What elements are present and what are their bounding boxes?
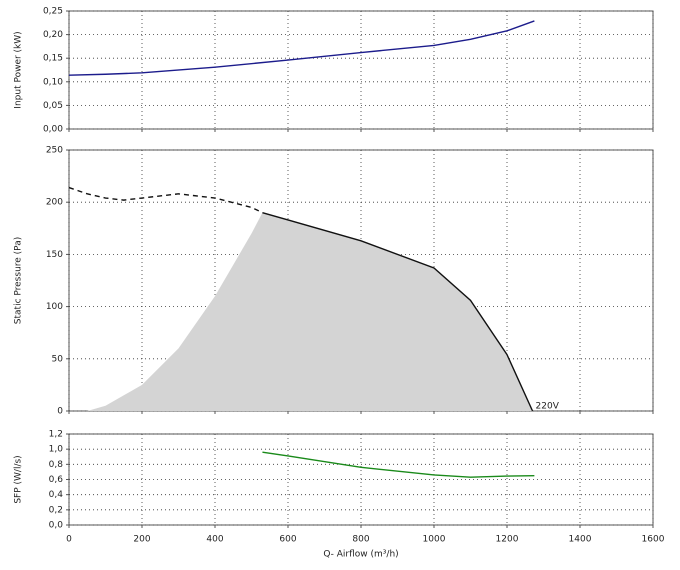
x-axis-label: Q- Airflow (m³/h) bbox=[323, 550, 398, 560]
y-tick-label: 50 bbox=[52, 354, 64, 364]
x-tick-label: 0 bbox=[66, 535, 72, 545]
y-tick-label: 0 bbox=[57, 407, 63, 417]
y-tick-label: 0,6 bbox=[49, 475, 64, 485]
y-tick-label: 0,05 bbox=[43, 101, 63, 111]
x-tick-label: 1200 bbox=[496, 535, 519, 545]
y-axis-label: Static Pressure (Pa) bbox=[14, 237, 24, 324]
x-tick-label: 1600 bbox=[642, 535, 665, 545]
x-tick-label: 1000 bbox=[423, 535, 446, 545]
series-line bbox=[68, 20, 535, 76]
y-tick-label: 0,4 bbox=[49, 490, 64, 500]
y-tick-label: 1,0 bbox=[49, 445, 64, 455]
y-tick-label: 0,25 bbox=[43, 7, 63, 17]
y-axis-label: SFP (W/l/s) bbox=[14, 455, 24, 503]
x-tick-label: 400 bbox=[206, 535, 223, 545]
y-axis-label: Input Power (kW) bbox=[14, 31, 24, 108]
y-tick-label: 0,20 bbox=[43, 30, 63, 40]
x-tick-label: 1400 bbox=[569, 535, 592, 545]
y-tick-label: 0,2 bbox=[49, 505, 63, 515]
x-tick-label: 800 bbox=[352, 535, 369, 545]
y-tick-label: 0,8 bbox=[49, 460, 64, 470]
series-line bbox=[68, 186, 263, 214]
series-line bbox=[262, 211, 534, 412]
y-tick-label: 150 bbox=[46, 250, 63, 260]
y-tick-label: 200 bbox=[46, 198, 63, 208]
plot-frame bbox=[68, 10, 654, 130]
y-tick-label: 1,2 bbox=[49, 430, 63, 440]
y-tick-label: 0,10 bbox=[43, 77, 63, 87]
annotation: 220V bbox=[536, 402, 560, 412]
x-tick-label: 600 bbox=[279, 535, 296, 545]
y-tick-label: 0,00 bbox=[43, 125, 63, 135]
y-tick-label: 0,15 bbox=[43, 54, 63, 64]
y-tick-label: 0,0 bbox=[49, 521, 64, 531]
x-tick-label: 200 bbox=[133, 535, 150, 545]
y-tick-label: 250 bbox=[46, 146, 63, 156]
series-line bbox=[262, 451, 535, 478]
y-tick-label: 100 bbox=[46, 302, 63, 312]
series-area bbox=[87, 212, 533, 411]
